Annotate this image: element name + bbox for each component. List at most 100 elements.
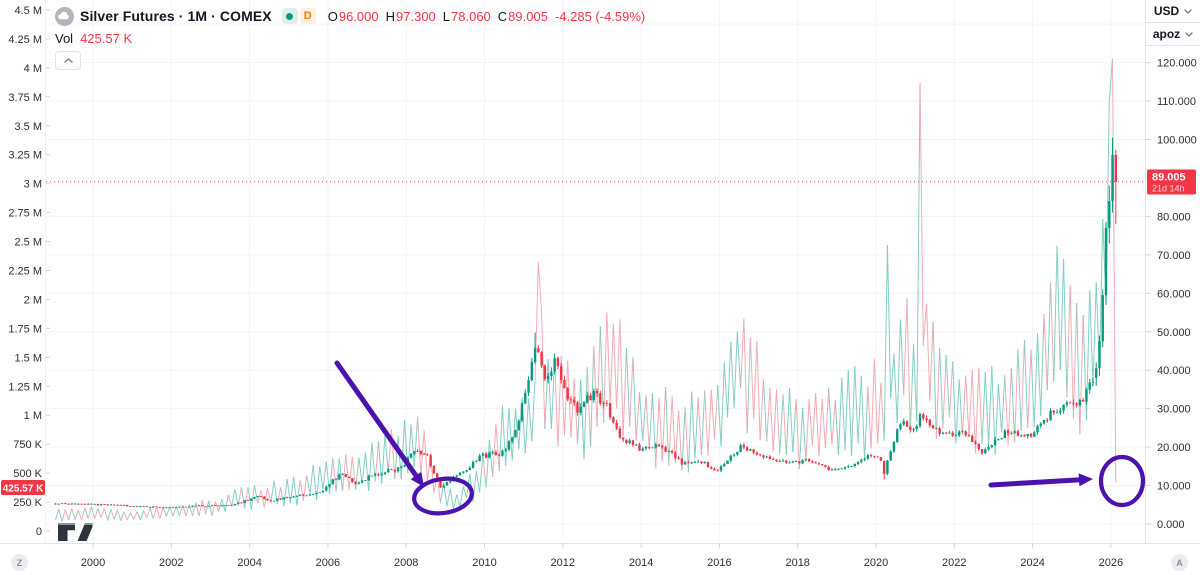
- chevron-up-icon: [63, 58, 73, 63]
- close-label: C: [497, 8, 508, 24]
- year-tick-label: 2020: [864, 557, 888, 569]
- price-tick-label: 110.000: [1157, 96, 1196, 108]
- open-label: O: [327, 8, 338, 24]
- open-value: 96.000: [338, 8, 379, 24]
- annotation-arrow-head-0: [410, 471, 424, 487]
- volume-tick-label: 3.75 M: [8, 92, 42, 104]
- year-tick-label: 2016: [707, 557, 731, 569]
- year-tick-label: 2000: [81, 557, 105, 569]
- unit-value: apoz: [1152, 27, 1181, 41]
- low-value: 78.060: [451, 8, 491, 24]
- status-dot-icon: [286, 12, 294, 20]
- volume-tick-label: 3 M: [24, 179, 42, 191]
- drawing-annotations[interactable]: [334, 360, 1146, 517]
- close-value: 89.005: [508, 8, 548, 24]
- year-tick-label: 2026: [1099, 557, 1123, 569]
- volume-axis[interactable]: 4.5 M 4.25 M 4 M 3.75 M 3.5 M 3.25 M 3 M 2.75 M…: [8, 5, 50, 538]
- volume-tick-label: 750 K: [13, 439, 42, 451]
- symbol-legend: Silver Futures · 1M · COMEX D O96.000 H9…: [55, 6, 645, 70]
- volume-tick-label: 2.5 M: [14, 237, 42, 249]
- price-tick-label: 120.000: [1157, 58, 1197, 70]
- chevron-down-icon: [1184, 8, 1192, 14]
- volume-tick-label: 1.75 M: [8, 323, 42, 335]
- volume-tick-label: 3.5 M: [14, 121, 42, 133]
- price-tick-label: 30.000: [1157, 404, 1191, 416]
- volume-tick-label: 4.25 M: [8, 34, 42, 46]
- volume-label: Vol: [55, 30, 74, 46]
- high-value: 97.300: [396, 8, 436, 24]
- volume-tick-label: 3.25 M: [8, 150, 42, 162]
- current-volume-label: 425.57 K: [1, 480, 45, 495]
- volume-legend: Vol 425.57 K: [55, 30, 645, 46]
- scale-unit-controls: USD apoz: [1146, 0, 1200, 46]
- hint-z-label: Z: [16, 557, 23, 568]
- volume-tick-label: 2.25 M: [8, 266, 42, 278]
- hint-a-label: A: [1176, 557, 1183, 568]
- volume-tick-label: 500 K: [13, 468, 42, 480]
- hint-badge-z[interactable]: Z: [11, 554, 28, 571]
- annotation-ellipse-1[interactable]: [412, 475, 474, 517]
- price-tick-label: 100.000: [1157, 135, 1197, 147]
- price-tick-label: 40.000: [1157, 365, 1191, 377]
- ohlc-readout: O96.000 H97.300 L78.060 C89.005 -4.285 (…: [328, 9, 646, 24]
- annotation-arrow-head-2: [1078, 473, 1093, 487]
- volume-tick-label: 1.5 M: [14, 352, 42, 364]
- price-tick-label: 10.000: [1157, 481, 1191, 493]
- year-tick-label: 2018: [785, 557, 809, 569]
- year-tick-label: 2008: [394, 557, 418, 569]
- volume-line-series: [55, 58, 1117, 522]
- year-tick-label: 2022: [942, 557, 966, 569]
- annotation-ellipse-3[interactable]: [1098, 454, 1146, 508]
- high-label: H: [385, 8, 396, 24]
- annotation-arrow-line-0[interactable]: [334, 360, 420, 480]
- delayed-data-badge[interactable]: D: [299, 8, 316, 24]
- price-axis[interactable]: 120.000110.000100.00090.00080.00070.0006…: [1146, 58, 1197, 531]
- volume-tick-label: 250 K: [13, 497, 42, 509]
- year-tick-label: 2014: [629, 557, 653, 569]
- year-tick-label: 2010: [472, 557, 496, 569]
- year-tick-label: 2004: [237, 557, 261, 569]
- tradingview-logo[interactable]: [55, 523, 97, 546]
- year-tick-label: 2024: [1020, 557, 1044, 569]
- grid-lines: [46, 0, 1145, 541]
- change-value: -4.285 (-4.59%): [554, 8, 646, 24]
- volume-tick-label: 2.75 M: [8, 208, 42, 220]
- axis-borders: [0, 0, 1200, 544]
- year-tick-label: 2006: [316, 557, 340, 569]
- volume-tick-label: 0: [36, 526, 42, 538]
- unit-selector[interactable]: apoz: [1146, 23, 1200, 46]
- volume-tick-label: 4.5 M: [14, 5, 42, 17]
- symbol-logo-icon: [55, 6, 74, 26]
- currency-selector[interactable]: USD: [1146, 0, 1200, 23]
- hint-badge-a[interactable]: A: [1171, 554, 1188, 571]
- currency-value: USD: [1153, 4, 1180, 18]
- symbol-title[interactable]: Silver Futures · 1M · COMEX: [80, 8, 272, 24]
- price-tick-label: 70.000: [1157, 250, 1191, 262]
- volume-tick-label: 4 M: [24, 63, 42, 75]
- candlestick-series: [54, 137, 1117, 509]
- realtime-status-badge: [281, 8, 298, 24]
- svg-text:425.57 K: 425.57 K: [3, 484, 44, 495]
- legend-collapse-button[interactable]: [55, 51, 81, 70]
- svg-text:21d 14h: 21d 14h: [1152, 184, 1185, 194]
- price-tick-label: 20.000: [1157, 442, 1191, 454]
- price-tick-label: 80.000: [1157, 211, 1191, 223]
- price-tick-label: 0.000: [1157, 519, 1185, 531]
- year-tick-label: 2002: [159, 557, 183, 569]
- price-tick-label: 60.000: [1157, 288, 1191, 300]
- time-axis[interactable]: 2000 2002 2004 2006 2008 2010 2012 2014 2016 2018…: [81, 543, 1123, 570]
- volume-tick-label: 2 M: [24, 294, 42, 306]
- low-label: L: [442, 8, 451, 24]
- year-tick-label: 2012: [551, 557, 575, 569]
- volume-tick-label: 1 M: [24, 410, 42, 422]
- svg-text:89.005: 89.005: [1152, 172, 1186, 184]
- volume-tick-label: 1.25 M: [8, 381, 42, 393]
- volume-value: 425.57 K: [80, 30, 133, 46]
- chevron-down-icon: [1185, 31, 1193, 37]
- price-tick-label: 50.000: [1157, 327, 1191, 339]
- annotation-arrow-line-2[interactable]: [988, 477, 1084, 488]
